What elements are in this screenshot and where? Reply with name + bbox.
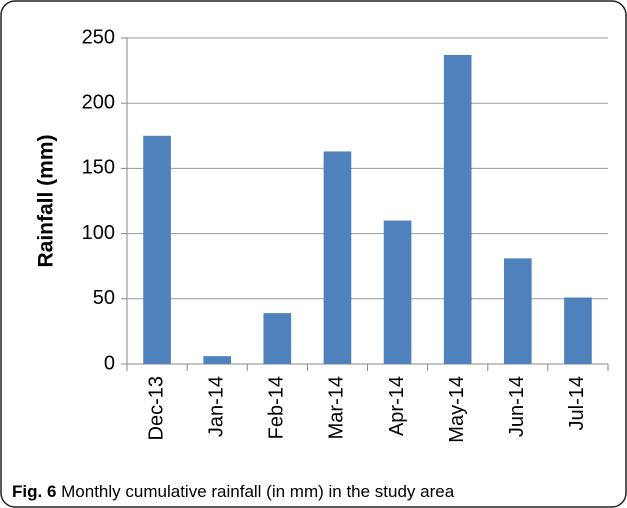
x-tick-label: Jul-14 bbox=[566, 376, 588, 430]
bar bbox=[564, 297, 592, 364]
bar bbox=[383, 220, 412, 364]
bar bbox=[203, 356, 232, 364]
y-tick-label: 250 bbox=[82, 26, 115, 48]
caption: Fig. 6 Monthly cumulative rainfall (in m… bbox=[12, 482, 455, 501]
y-tick-label: 100 bbox=[82, 222, 115, 244]
x-tick-label: Feb-14 bbox=[266, 376, 288, 439]
bar bbox=[143, 135, 171, 364]
y-tick-label: 200 bbox=[82, 91, 115, 113]
caption-label: Fig. 6 bbox=[12, 482, 56, 501]
y-axis-label: Rainfall (mm) bbox=[35, 134, 58, 267]
x-tick-label: Jan-14 bbox=[205, 376, 227, 437]
bar bbox=[443, 54, 472, 365]
y-tick-label: 150 bbox=[82, 157, 115, 179]
x-tick-label: Jun-14 bbox=[506, 376, 528, 437]
x-tick-label: May-14 bbox=[446, 376, 468, 443]
x-tick-label: Apr-14 bbox=[386, 376, 408, 436]
y-tick-label: 50 bbox=[93, 287, 115, 309]
y-tick-label: 0 bbox=[104, 352, 115, 374]
bar bbox=[263, 313, 292, 364]
caption-text: Monthly cumulative rainfall (in mm) in t… bbox=[61, 482, 455, 501]
bar bbox=[503, 258, 532, 364]
x-tick-label: Dec-13 bbox=[145, 376, 167, 440]
bar bbox=[323, 151, 352, 364]
x-tick-label: Mar-14 bbox=[326, 376, 348, 439]
